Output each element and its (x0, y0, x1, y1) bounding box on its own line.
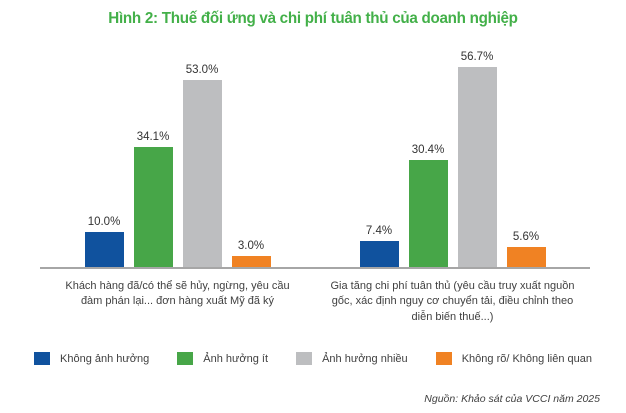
bar-green (408, 160, 448, 267)
bar-value-label: 7.4% (365, 225, 393, 237)
legend-label: Không rõ/ Không liên quan (461, 352, 592, 365)
bar-orange (231, 256, 271, 267)
bar-item: 30.4% (408, 144, 448, 267)
legend-item-green: Ảnh hưởng ít (177, 352, 268, 365)
bar-item: 53.0% (182, 64, 222, 267)
source-note: Nguồn: Khảo sát của VCCI năm 2025 (424, 393, 600, 405)
category-label-2: Gia tăng chi phí tuân thủ (yêu cầu truy … (315, 279, 590, 325)
bar-gray (182, 80, 222, 267)
legend-swatch-gray-icon (296, 352, 313, 365)
bar-value-label: 56.7% (460, 51, 494, 63)
bar-group-2: 7.4% 30.4% 56.7% 5.6% (315, 51, 590, 267)
bar-group-1: 10.0% 34.1% 53.0% 3.0% (40, 57, 315, 267)
category-labels-row: Khách hàng đã/có thể sẽ hủy, ngừng, yêu … (40, 279, 590, 325)
legend-swatch-green-icon (177, 352, 194, 365)
bar-item: 5.6% (506, 231, 546, 267)
bar-orange (506, 247, 546, 267)
bar-blue (359, 241, 399, 267)
legend-swatch-orange-icon (435, 352, 452, 365)
category-label-1: Khách hàng đã/có thể sẽ hủy, ngừng, yêu … (40, 279, 315, 325)
legend-item-blue: Không ảnh hưởng (34, 352, 149, 365)
bar-item: 34.1% (133, 131, 173, 267)
bar-item: 56.7% (457, 51, 497, 267)
bar-item: 7.4% (359, 225, 399, 267)
bar-value-label: 30.4% (411, 144, 445, 156)
bar-value-label: 34.1% (136, 131, 170, 143)
bar-value-label: 53.0% (185, 64, 219, 76)
bar-item: 10.0% (84, 216, 124, 267)
bar-value-label: 5.6% (512, 231, 540, 243)
category-label-text: Gia tăng chi phí tuân thủ (yêu cầu truy … (330, 280, 575, 323)
legend-label: Ảnh hưởng ít (203, 352, 269, 365)
legend-label: Không ảnh hưởng (60, 352, 150, 365)
bar-green (133, 147, 173, 267)
legend-item-gray: Ảnh hưởng nhiều (296, 352, 408, 365)
bar-item: 3.0% (231, 240, 271, 267)
legend: Không ảnh hưởng Ảnh hưởng ít Ảnh hưởng nhi… (34, 352, 592, 365)
bar-gray (457, 67, 497, 267)
bar-chart-plot-area: 10.0% 34.1% 53.0% 3.0% 7.4% 30.4% 56.7% 5.6% (40, 51, 590, 269)
legend-item-orange: Không rõ/ Không liên quan (435, 352, 592, 365)
category-label-text: Khách hàng đã/có thể sẽ hủy, ngừng, yêu … (65, 280, 290, 308)
chart-title: Hình 2: Thuế đối ứng và chi phí tuân thủ… (108, 10, 518, 27)
legend-label: Ảnh hưởng nhiều (322, 352, 408, 365)
bar-blue (84, 232, 124, 267)
legend-swatch-blue-icon (34, 352, 50, 365)
bar-value-label: 3.0% (237, 240, 265, 252)
bar-value-label: 10.0% (87, 216, 121, 228)
